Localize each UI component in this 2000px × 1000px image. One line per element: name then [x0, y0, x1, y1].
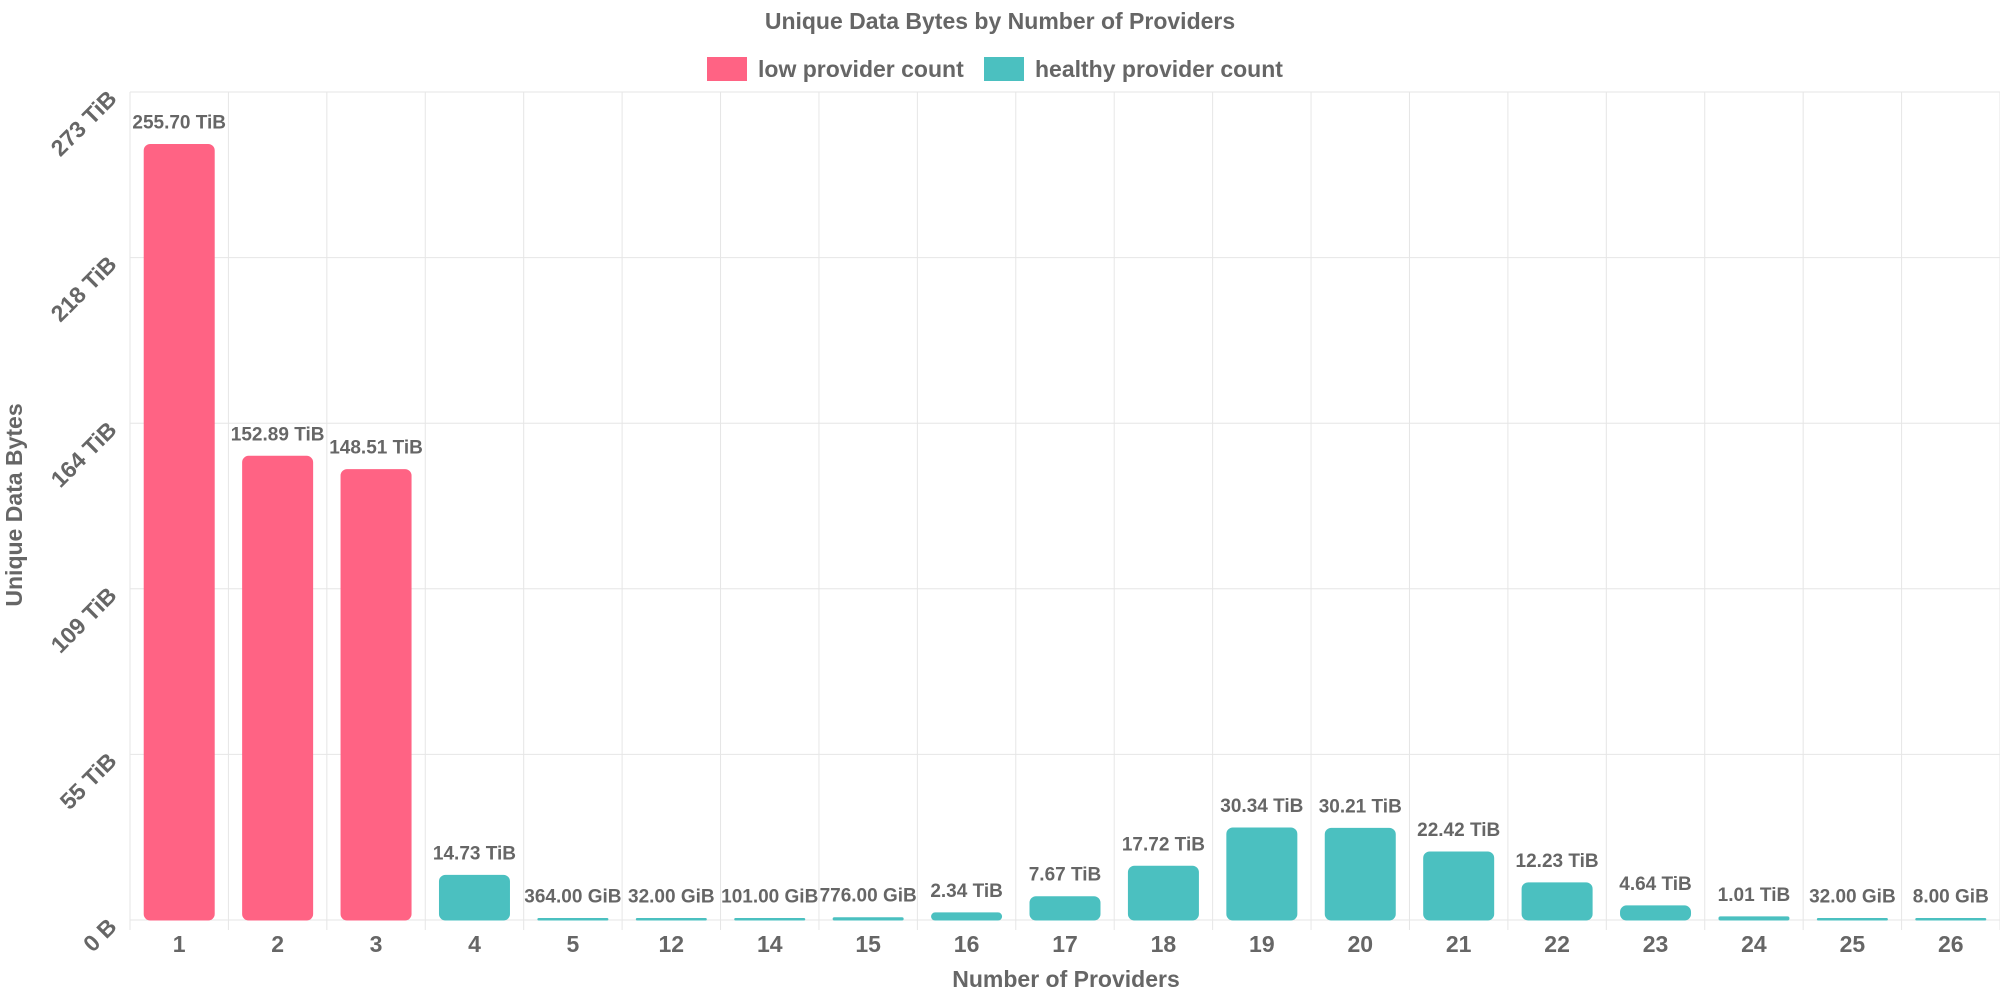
- bar-25: [1816, 918, 1888, 921]
- bar-1: [143, 143, 215, 921]
- data-label-23: 4.64 TiB: [1619, 874, 1692, 895]
- x-tick-label-1: 1: [173, 931, 186, 957]
- y-tick-label: 273 TiB: [46, 85, 122, 161]
- x-tick-label-15: 15: [855, 931, 881, 957]
- data-label-4: 14.73 TiB: [433, 843, 516, 864]
- bar-20: [1324, 827, 1396, 921]
- x-tick-label-26: 26: [1938, 931, 1964, 957]
- bar-4: [438, 874, 510, 921]
- bar-3: [340, 469, 412, 921]
- data-label-18: 17.72 TiB: [1122, 834, 1205, 855]
- bar-12: [635, 918, 707, 921]
- data-label-20: 30.21 TiB: [1319, 796, 1402, 817]
- x-tick-label-21: 21: [1446, 931, 1472, 957]
- bar-21: [1423, 851, 1495, 921]
- x-tick-label-25: 25: [1840, 931, 1866, 957]
- y-tick-label: 0 B: [78, 913, 122, 957]
- y-tick-label: 109 TiB: [46, 582, 122, 658]
- x-tick-label-17: 17: [1052, 931, 1078, 957]
- x-tick-label-23: 23: [1643, 931, 1669, 957]
- bar-17: [1029, 896, 1101, 921]
- data-label-12: 32.00 GiB: [628, 887, 715, 908]
- x-tick-label-16: 16: [954, 931, 980, 957]
- legend-swatch-healthy: [984, 57, 1024, 81]
- y-tick-label: 164 TiB: [46, 416, 122, 492]
- bar-16: [931, 912, 1003, 921]
- bar-15: [832, 917, 904, 921]
- legend-swatch-low: [707, 57, 747, 81]
- y-axis-ticks: 0 B 55 TiB 109 TiB 164 TiB 218 TiB 273 TiB: [46, 85, 122, 957]
- y-tick-label: 218 TiB: [46, 251, 122, 327]
- data-label-25: 32.00 GiB: [1809, 887, 1896, 908]
- x-tick-label-20: 20: [1347, 931, 1373, 957]
- x-tick-label-2: 2: [271, 931, 284, 957]
- x-tick-label-4: 4: [468, 931, 481, 957]
- bar-5: [537, 918, 609, 921]
- data-label-26: 8.00 GiB: [1913, 887, 1989, 908]
- legend-label-healthy: healthy provider count: [1035, 56, 1283, 82]
- chart-title: Unique Data Bytes by Number of Providers: [765, 8, 1235, 34]
- y-tick-label: 55 TiB: [55, 748, 122, 815]
- x-tick-label-22: 22: [1544, 931, 1570, 957]
- x-axis-title: Number of Providers: [952, 966, 1180, 992]
- data-label-16: 2.34 TiB: [930, 881, 1003, 902]
- data-label-21: 22.42 TiB: [1417, 820, 1500, 841]
- x-tick-label-3: 3: [370, 931, 383, 957]
- data-label-3: 148.51 TiB: [329, 438, 423, 459]
- legend-label-low: low provider count: [758, 56, 964, 82]
- bars: [143, 143, 1987, 921]
- bar-26: [1915, 918, 1987, 921]
- x-axis-ticks: 1 2 3 4 5 12 14 15 16 17 18 19 20 21 22 23 24 25 26: [173, 931, 1964, 957]
- x-tick-label-5: 5: [566, 931, 579, 957]
- x-tick-label-12: 12: [659, 931, 685, 957]
- data-label-22: 12.23 TiB: [1516, 851, 1599, 872]
- bar-23: [1620, 905, 1692, 921]
- x-tick-label-19: 19: [1249, 931, 1275, 957]
- data-label-14: 101.00 GiB: [721, 887, 818, 908]
- x-tick-label-18: 18: [1151, 931, 1177, 957]
- data-label-2: 152.89 TiB: [231, 424, 325, 445]
- bar-22: [1521, 882, 1593, 921]
- legend: low provider count healthy provider coun…: [707, 56, 1283, 82]
- x-tick-label-24: 24: [1741, 931, 1767, 957]
- data-label-15: 776.00 GiB: [820, 886, 917, 907]
- x-tick-label-14: 14: [757, 931, 783, 957]
- data-label-17: 7.67 TiB: [1029, 865, 1102, 886]
- bar-18: [1127, 865, 1199, 921]
- data-label-5: 364.00 GiB: [524, 887, 621, 908]
- data-label-1: 255.70 TiB: [132, 112, 226, 133]
- data-label-19: 30.34 TiB: [1220, 796, 1303, 817]
- data-label-24: 1.01 TiB: [1718, 885, 1791, 906]
- bar-2: [242, 455, 314, 921]
- y-axis-title: Unique Data Bytes: [1, 403, 27, 606]
- bar-24: [1718, 916, 1790, 921]
- bar-14: [734, 918, 806, 921]
- bar-19: [1226, 827, 1298, 921]
- gridlines: [129, 91, 2000, 930]
